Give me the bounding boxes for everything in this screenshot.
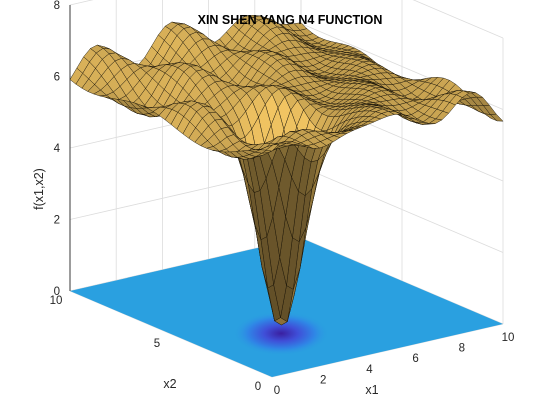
x-axis-label: x1: [365, 383, 378, 397]
x-tick-label: 8: [459, 343, 465, 355]
z-axis-label: f(x1,x2): [32, 168, 46, 210]
z-tick-label: 0: [54, 286, 60, 298]
chart-title: XIN SHEN YANG N4 FUNCTION: [198, 13, 383, 27]
y-tick-label: 5: [154, 338, 160, 350]
x-tick-label: 2: [320, 374, 326, 386]
z-tick-label: 8: [54, 0, 60, 12]
mesh-surface: [69, 15, 504, 326]
z-tick-label: 2: [54, 215, 60, 227]
x-tick-label: 6: [412, 353, 418, 365]
y-tick-label: 0: [255, 381, 261, 393]
x-tick-label: 10: [502, 332, 515, 344]
minimum-contour: [233, 311, 330, 356]
x-tick-label: 0: [274, 385, 280, 397]
surface-cell: [265, 143, 280, 152]
z-tick-label: 6: [54, 72, 60, 84]
y-axis-label: x2: [163, 377, 176, 391]
y-tick-label: 10: [50, 295, 63, 307]
x-tick-label: 4: [366, 364, 373, 376]
grid-line-z: [69, 0, 504, 39]
z-tick-label: 4: [54, 143, 61, 155]
